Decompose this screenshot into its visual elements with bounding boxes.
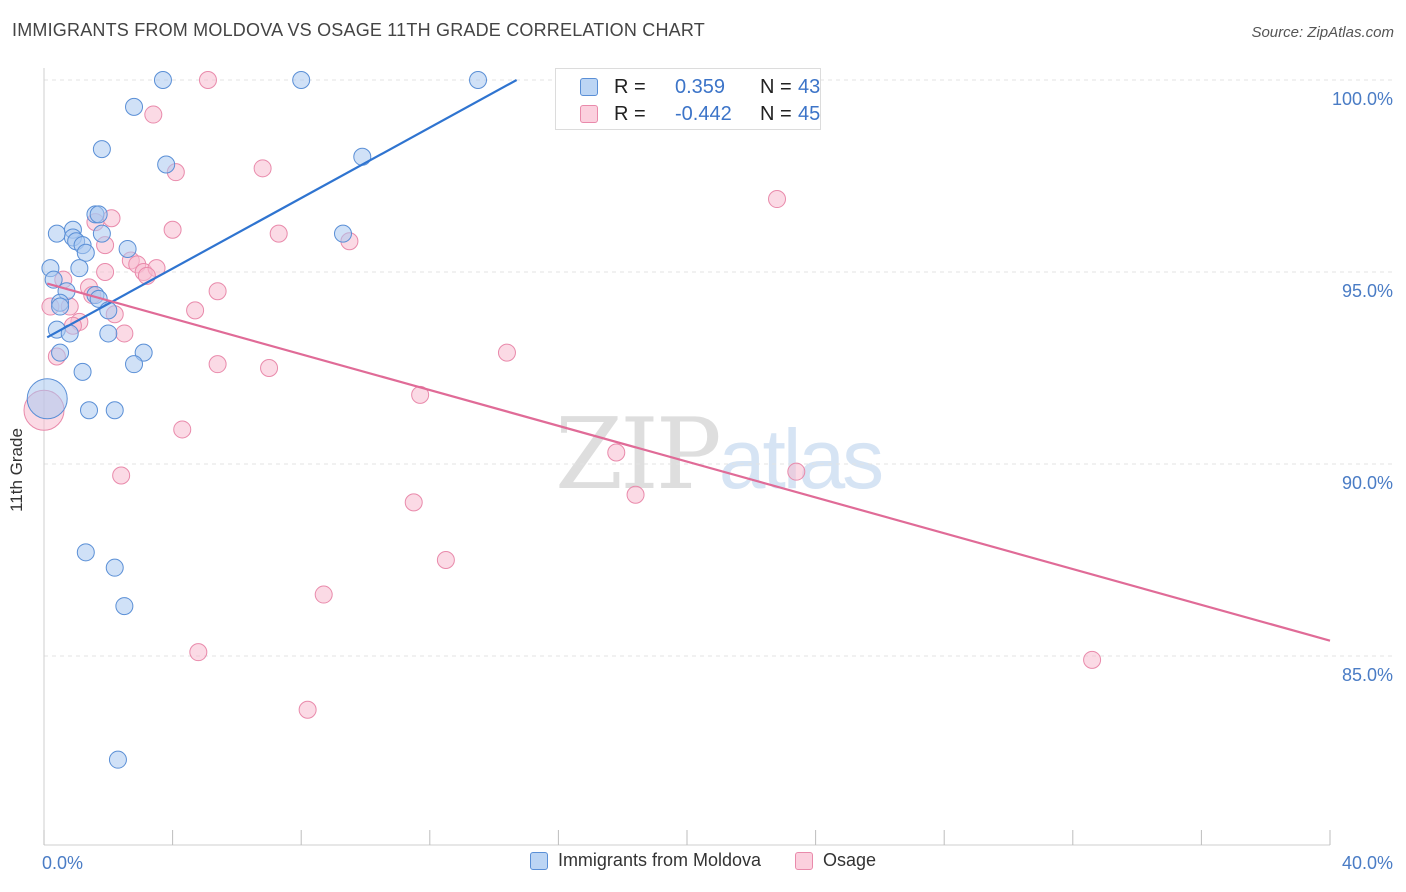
moldova-point bbox=[92, 224, 111, 243]
osage-point bbox=[269, 224, 288, 243]
osage-point bbox=[260, 359, 279, 377]
osage-point bbox=[112, 466, 131, 485]
moldova-points bbox=[26, 71, 488, 769]
osage-point bbox=[253, 159, 272, 178]
osage-point bbox=[497, 343, 516, 362]
x-tick-labels: 0.0% 40.0% bbox=[42, 853, 1393, 873]
moldova-point bbox=[80, 401, 99, 420]
osage-point bbox=[1083, 650, 1102, 669]
osage-point bbox=[607, 443, 626, 462]
osage-point bbox=[208, 282, 227, 301]
n-value: 43 bbox=[798, 75, 821, 98]
moldova-point bbox=[292, 71, 311, 89]
osage-point bbox=[198, 71, 217, 89]
moldova-point bbox=[115, 597, 134, 616]
moldova-legend-swatch bbox=[529, 851, 548, 870]
moldova-point bbox=[105, 401, 124, 420]
r-value: 0.359 bbox=[675, 75, 726, 98]
moldova-swatch bbox=[580, 78, 598, 96]
series-legend: Immigrants from Moldova Osage bbox=[0, 850, 1406, 871]
n-label: N = bbox=[760, 75, 792, 98]
osage-point bbox=[144, 105, 163, 124]
osage-point bbox=[404, 493, 423, 512]
n-label: N = bbox=[760, 102, 792, 125]
osage-point bbox=[96, 263, 115, 281]
legend-item-osage[interactable]: Osage bbox=[795, 850, 876, 871]
osage-point bbox=[787, 462, 806, 481]
moldova-point bbox=[73, 362, 92, 381]
osage-swatch bbox=[580, 105, 598, 123]
watermark-atlas: atlas bbox=[718, 412, 884, 506]
axes bbox=[43, 68, 1331, 846]
y-tick-label: 90.0% bbox=[1342, 473, 1393, 493]
moldova-point bbox=[92, 140, 111, 159]
moldova-point bbox=[70, 259, 89, 278]
moldova-point bbox=[51, 343, 70, 362]
y-tick-label: 95.0% bbox=[1342, 281, 1393, 301]
moldova-point bbox=[99, 324, 118, 343]
y-tick-label: 100.0% bbox=[1332, 89, 1393, 109]
osage-point bbox=[173, 420, 192, 439]
osage-trend-line bbox=[46, 282, 1331, 642]
y-tick-labels: 85.0% 90.0% 95.0% 100.0% bbox=[1332, 89, 1393, 685]
moldova-point bbox=[125, 355, 144, 374]
n-value: 45 bbox=[798, 102, 821, 125]
osage-point bbox=[115, 324, 134, 343]
chart-title: IMMIGRANTS FROM MOLDOVA VS OSAGE 11TH GR… bbox=[12, 20, 705, 40]
x-tick-label-min: 0.0% bbox=[42, 853, 83, 873]
osage-point bbox=[189, 643, 208, 662]
osage-point bbox=[298, 700, 317, 719]
moldova-point bbox=[134, 343, 153, 362]
osage-point bbox=[163, 220, 182, 239]
moldova-point bbox=[108, 750, 127, 769]
osage-points bbox=[23, 71, 1102, 719]
trend-lines bbox=[46, 79, 1331, 642]
moldova-point bbox=[105, 558, 124, 577]
moldova-point bbox=[157, 155, 176, 174]
moldova-point bbox=[89, 205, 108, 224]
osage-point bbox=[436, 551, 455, 569]
osage-point bbox=[186, 301, 205, 320]
grid-lines bbox=[44, 79, 1393, 657]
moldova-point bbox=[26, 378, 68, 420]
osage-point bbox=[626, 485, 645, 504]
osage-point bbox=[768, 190, 787, 209]
y-tick-label: 85.0% bbox=[1342, 665, 1393, 685]
r-label: R = bbox=[614, 102, 646, 125]
moldova-point bbox=[153, 71, 172, 89]
moldova-point bbox=[353, 147, 372, 166]
moldova-point bbox=[469, 71, 488, 89]
moldova-trend-line bbox=[46, 79, 518, 339]
legend-label: Immigrants from Moldova bbox=[557, 850, 761, 870]
r-value: -0.442 bbox=[675, 102, 732, 125]
moldova-point bbox=[76, 243, 95, 262]
moldova-point bbox=[47, 224, 66, 243]
moldova-point bbox=[51, 297, 70, 316]
x-tick-label-max: 40.0% bbox=[1342, 853, 1393, 873]
legend-label: Osage bbox=[823, 850, 877, 870]
legend-item-moldova[interactable]: Immigrants from Moldova bbox=[529, 850, 761, 871]
stats-legend: R = 0.359 N = 43 R = -0.442 N = 45 bbox=[555, 68, 821, 130]
source-label: Source: ZipAtlas.com bbox=[1251, 24, 1394, 41]
osage-legend-swatch bbox=[795, 851, 813, 870]
moldova-point bbox=[333, 224, 352, 243]
moldova-point bbox=[118, 239, 137, 258]
moldova-point bbox=[76, 543, 95, 562]
osage-point bbox=[314, 585, 333, 604]
r-label: R = bbox=[614, 75, 646, 98]
moldova-point bbox=[125, 97, 144, 116]
osage-point bbox=[208, 355, 227, 374]
